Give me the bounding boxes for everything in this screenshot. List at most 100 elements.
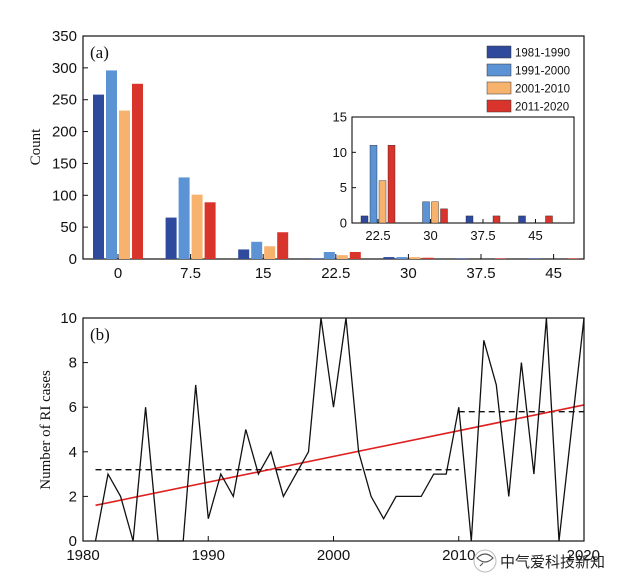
chat-bubble-icon [476,553,494,567]
inset-x-tick-label: 22.5 [365,228,390,243]
bar-1981-1990-0 [93,94,104,259]
y-tick-label: 250 [52,92,77,109]
inset-y-ticks: 0 5 10 15 [333,110,356,231]
inset-bars [360,145,553,224]
bar-1981-1990-37.5 [456,258,467,259]
panel-b-frame [82,317,585,542]
inset-x-ticks: 22.5 30 37.5 45 [365,219,543,243]
panel-a-label: (a) [90,43,109,62]
watermark: 中气爱科技新知 [473,549,605,573]
inset-x-tick-label: 37.5 [470,228,495,243]
bar-2011-2020-30 [422,257,434,259]
bar-2011-2020-0 [132,83,143,260]
inset-y-tick-label: 10 [333,145,347,160]
legend-swatch [486,99,512,113]
x-tick-label: 2000 [317,547,350,564]
x-tick-label: 1980 [66,547,99,564]
inset-bar-1981-1990-22.5 [360,215,369,224]
panel-b-x-ticks: 1980 1990 2000 2010 2020 [66,536,600,564]
watermark-badge-icon [473,549,497,573]
bar-1991-2000-15 [251,241,263,259]
bar-2011-2020-7.5 [204,202,216,259]
bar-1981-1990-15 [238,249,250,259]
bar-2001-2010-15 [264,246,276,259]
inset-bar-2011-2020-30 [440,208,448,224]
bar-2011-2020-15 [277,232,289,259]
inset-bar-1991-2000-22.5 [369,145,378,224]
bar-1981-1990-22.5 [310,258,322,259]
y-tick-label: 300 [52,60,77,77]
legend-label: 2001-2010 [515,84,570,96]
inset-bar-2001-2010-30 [431,201,439,224]
y-tick-label: 150 [52,155,77,172]
panel-a-y-ticks: 0 50 100 150 200 250 300 350 [52,28,88,268]
y-tick-label: 350 [52,28,77,45]
x-tick-label: 15 [255,265,272,282]
inset-frame [351,116,575,224]
panel-a-x-ticks: 0 7.5 15 22.5 30 37.5 45 [114,254,562,282]
x-tick-label: 0 [114,265,122,282]
legend-swatch [486,63,512,77]
watermark-text: 中气爱科技新知 [500,553,605,571]
y-tick-label: 50 [60,219,77,236]
panel-b-series-line [94,317,585,542]
y-tick-label: 6 [69,399,77,416]
inset-bar-2011-2020-45 [545,215,553,224]
inset-y-tick-label: 15 [333,110,347,125]
bar-2001-2010-7.5 [191,194,203,259]
legend-label: 2011-2020 [515,102,569,114]
panel-b-label: (b) [90,325,110,344]
inset-bar-1981-1990-37.5 [465,215,474,224]
y-tick-label: 200 [52,124,77,141]
inset-x-tick-label: 45 [528,228,542,243]
bar-1991-2000-0 [106,70,117,259]
panel-b-y-ticks: 0 2 4 6 8 10 [60,310,88,550]
bar-2011-2020-37.5 [495,258,506,259]
x-tick-label: 1990 [192,547,225,564]
inset-bar-2011-2020-37.5 [492,215,501,224]
legend: 1981-1990 1991-2000 2001-2010 2011-2020 [486,45,570,114]
panel-b-trend-line [95,404,585,507]
bar-1981-1990-45 [528,258,540,259]
panel-b: 0 2 4 6 8 10 1980 1990 2000 2010 2020 (b) Number … [38,310,600,564]
legend-label: 1981-1990 [515,48,570,60]
y-tick-label: 8 [69,355,77,372]
bar-2011-2020-22.5 [349,251,361,259]
bar-1981-1990-30 [383,257,395,259]
x-tick-label: 2020 [567,547,600,564]
panel-a-y-axis-label: Count [28,128,44,166]
inset-bar-1991-2000-30 [422,201,430,224]
x-tick-label: 37.5 [466,265,495,282]
y-tick-label: 0 [69,533,77,550]
bar-2011-2020-45 [567,258,579,259]
bar-1991-2000-22.5 [323,251,335,259]
inset-chart: 0 5 10 15 22.5 30 37.5 45 [333,110,575,243]
y-tick-label: 0 [69,251,77,268]
legend-swatch [486,45,512,59]
inset-bar-1981-1990-45 [518,215,526,224]
x-tick-label: 45 [545,265,562,282]
bar-2001-2010-30 [409,257,421,259]
panel-a-bars [93,70,579,260]
x-tick-label: 30 [400,265,417,282]
inset-y-tick-label: 0 [340,216,347,231]
panel-b-y-axis-label: Number of RI cases [38,370,54,490]
x-tick-label: 2010 [442,547,475,564]
bar-1991-2000-7.5 [178,177,190,259]
inset-y-tick-label: 5 [340,180,347,195]
bar-2001-2010-0 [119,110,130,259]
inset-bar-2001-2010-22.5 [378,180,387,224]
inset-bar-2011-2020-22.5 [387,145,396,224]
legend-label: 1991-2000 [515,66,570,78]
y-tick-label: 10 [60,310,77,327]
bar-1981-1990-7.5 [165,217,177,259]
x-tick-label: 22.5 [321,265,350,282]
y-tick-label: 100 [52,187,77,204]
y-tick-label: 4 [69,444,77,461]
bar-2001-2010-22.5 [336,255,348,259]
x-tick-label: 7.5 [180,265,201,282]
legend-swatch [486,81,512,95]
y-tick-label: 2 [69,488,77,505]
